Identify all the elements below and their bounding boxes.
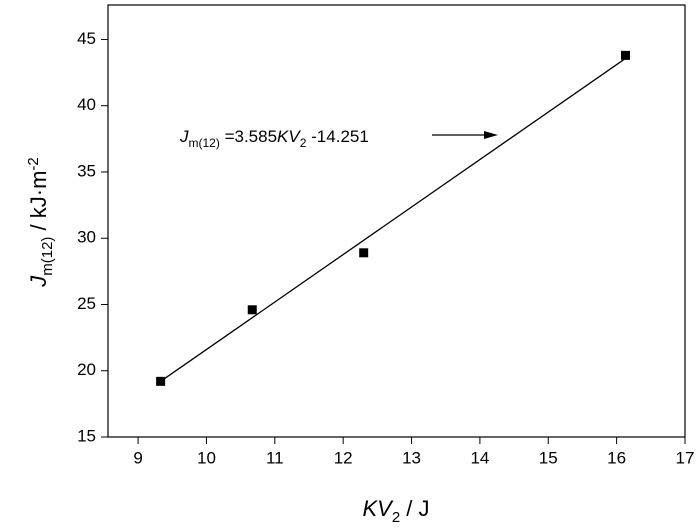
y-title-part: J (26, 275, 51, 288)
y-tick-label: 35 (77, 161, 96, 180)
x-title-part: 2 (392, 509, 400, 526)
y-title-part: m(12) (39, 237, 56, 276)
fit-line (160, 57, 626, 382)
x-title-part: / J (400, 496, 429, 521)
x-tick-label: 16 (607, 448, 626, 467)
arrow-head (484, 131, 498, 139)
data-point (621, 50, 631, 60)
y-tick-label: 20 (77, 360, 96, 379)
y-tick-label: 30 (77, 228, 96, 247)
x-tick-label: 10 (197, 448, 216, 467)
x-tick-label: 14 (470, 448, 489, 467)
eq-part: m(12) (189, 136, 220, 150)
eq-part: KV (277, 127, 301, 146)
y-tick-label: 15 (77, 426, 96, 445)
x-tick-label: 11 (266, 448, 284, 467)
eq-part: =3.585 (220, 127, 277, 146)
eq-part: 2 (300, 136, 307, 150)
x-tick-label: 12 (334, 448, 353, 467)
x-tick-label: 13 (402, 448, 421, 467)
y-tick-label: 40 (77, 95, 96, 114)
x-title-part: KV (362, 496, 394, 521)
eq-part: -14.251 (306, 127, 368, 146)
fit-equation: Jm(12) =3.585KV2 -14.251 (179, 127, 369, 150)
y-title-part: / kJ·m (26, 171, 51, 237)
y-axis-title: Jm(12) / kJ·m-2 (25, 157, 56, 288)
y-tick-label: 45 (77, 29, 96, 48)
x-axis-title: KV2 / J (362, 496, 429, 526)
x-tick-label: 15 (539, 448, 558, 467)
eq-part: J (179, 127, 189, 146)
y-tick-label: 25 (77, 294, 96, 313)
x-tick-label: 17 (676, 448, 695, 467)
y-title-part: -2 (25, 157, 42, 170)
x-tick-label: 9 (133, 448, 142, 467)
data-point (247, 305, 257, 315)
plot-frame (107, 4, 686, 438)
data-point (359, 248, 369, 258)
